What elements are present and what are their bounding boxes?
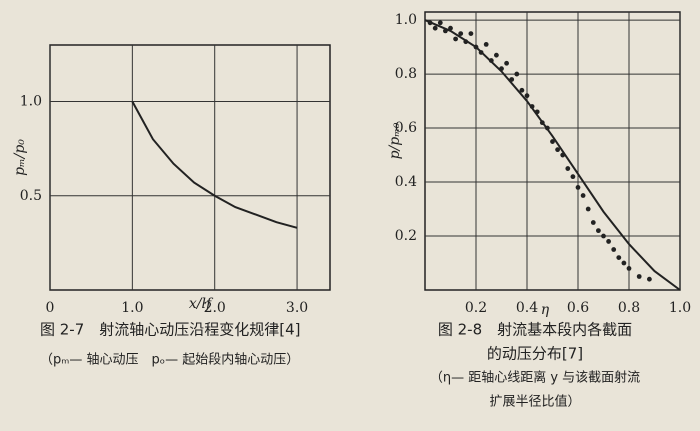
- data-point: [468, 31, 474, 36]
- x-tick-label: 1.0: [121, 300, 143, 316]
- data-point: [545, 125, 550, 131]
- data-point: [453, 36, 458, 42]
- data-point: [529, 104, 535, 109]
- data-point: [488, 58, 494, 63]
- fit-curve: [424, 19, 681, 291]
- data-point: [519, 87, 525, 93]
- y-tick-label: 0.5: [20, 188, 42, 204]
- data-point: [483, 41, 489, 47]
- data-point: [463, 39, 469, 45]
- data-point: [606, 239, 611, 244]
- x-axis-label: η: [541, 302, 550, 318]
- data-point: [611, 247, 617, 252]
- data-point: [601, 233, 606, 239]
- x-tick-label: 0.4: [516, 300, 538, 316]
- data-point: [580, 193, 586, 198]
- data-point: [514, 71, 520, 77]
- data-point: [555, 147, 560, 153]
- data-point: [448, 25, 453, 31]
- data-point: [494, 52, 499, 58]
- caption: 的动压分布[7]: [487, 345, 583, 363]
- x-tick-label: 2.0: [204, 300, 226, 316]
- y-tick-label: 1.0: [395, 12, 417, 28]
- data-point: [437, 20, 443, 26]
- data-point: [626, 266, 632, 271]
- plot-frame: [424, 11, 681, 291]
- x-tick-label: 0.8: [618, 300, 640, 316]
- data-point: [570, 174, 576, 180]
- data-point: [560, 152, 566, 158]
- y-axis-label: pₘ/p₀: [12, 139, 28, 176]
- data-point: [585, 206, 591, 212]
- x-tick-label: 0.6: [567, 300, 589, 316]
- x-tick-label: 0: [46, 300, 55, 316]
- plot-frame: [49, 44, 331, 291]
- data-point: [427, 20, 433, 26]
- data-point: [509, 77, 515, 82]
- y-axis-label: p/pₘ₀: [387, 122, 403, 159]
- y-tick-label: 0.4: [395, 174, 417, 190]
- data-point: [504, 60, 509, 66]
- data-point: [565, 166, 571, 171]
- data-point: [534, 109, 540, 115]
- data-point: [621, 260, 627, 266]
- y-tick-label: 1.0: [20, 94, 42, 110]
- data-point: [473, 44, 479, 50]
- data-point: [499, 66, 504, 72]
- data-point: [636, 274, 642, 279]
- data-point: [590, 220, 596, 225]
- x-tick-label: 0.2: [465, 300, 487, 316]
- data-point: [575, 185, 581, 190]
- data-point: [432, 25, 438, 31]
- x-tick-label: 1.0: [669, 300, 691, 316]
- caption: （pₘ— 轴心动压 pₒ— 起始段内轴心动压）: [40, 352, 299, 368]
- data-point: [443, 28, 448, 34]
- data-point: [478, 50, 484, 55]
- data-line: [131, 101, 298, 229]
- x-tick-label: 3.0: [286, 300, 308, 316]
- y-tick-label: 0.2: [395, 228, 417, 244]
- data-point: [458, 31, 464, 36]
- y-tick-label: 0.6: [395, 120, 417, 136]
- data-point: [647, 276, 652, 282]
- x-axis-label: x/lf: [189, 296, 214, 312]
- y-tick-label: 0.8: [395, 66, 417, 82]
- data-point: [616, 255, 622, 261]
- data-point: [596, 228, 601, 234]
- caption: 图 2-8 射流基本段内各截面: [438, 321, 632, 339]
- data-point: [550, 139, 555, 144]
- caption: 图 2-7 射流轴心动压沿程变化规律[4]: [40, 321, 301, 339]
- data-point: [524, 93, 530, 99]
- data-point: [539, 120, 545, 126]
- caption: 扩展半径比值）: [489, 394, 580, 410]
- caption: （η— 距轴心线距离 y 与该截面射流: [430, 370, 640, 386]
